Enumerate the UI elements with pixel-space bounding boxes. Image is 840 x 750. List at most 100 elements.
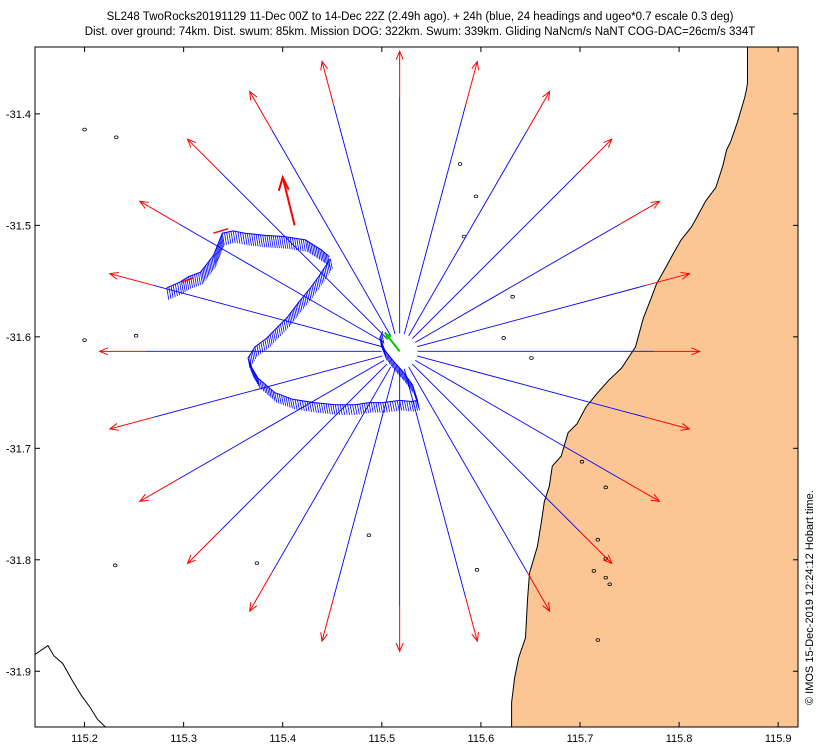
- heading-line: [153, 284, 383, 348]
- track-hatch: [200, 272, 203, 285]
- track-hatch: [206, 263, 210, 276]
- track-hatch: [299, 300, 303, 311]
- track-hatch: [323, 269, 326, 280]
- track-hatch: [308, 242, 312, 255]
- track-hatch: [268, 235, 272, 248]
- track-hatch: [321, 271, 325, 282]
- track-hatch: [325, 264, 329, 276]
- track-hatch: [390, 358, 394, 369]
- track-hatch: [404, 400, 407, 411]
- track-hatch: [269, 334, 273, 345]
- track-hatch: [383, 348, 387, 359]
- islet: [579, 459, 585, 464]
- track-hatch: [301, 400, 305, 411]
- track-hatch: [387, 401, 391, 413]
- y-tick-label: -31.4: [6, 109, 31, 121]
- track-hatch: [242, 232, 246, 245]
- track-hatch: [314, 402, 317, 413]
- track-hatch: [407, 378, 411, 389]
- heading-arrow-head: [249, 602, 258, 613]
- track-hatch: [202, 268, 206, 281]
- track-hatch: [217, 245, 220, 258]
- track-hatch: [256, 375, 260, 387]
- track-hatch: [292, 237, 295, 250]
- imos-credit: © IMOS 15-Dec-2019 12:24:12 Hobart time.: [804, 490, 816, 705]
- track-mark: [213, 227, 229, 234]
- heading-arrow-head: [320, 632, 328, 643]
- track-hatch: [387, 354, 391, 365]
- track-hatch: [400, 368, 403, 380]
- track-hatch: [213, 253, 217, 266]
- track-hatch: [226, 232, 230, 245]
- track-hatch: [272, 235, 276, 248]
- track-hatch: [301, 298, 304, 309]
- track-hatch: [375, 402, 379, 413]
- heading-arrow-head: [395, 50, 404, 60]
- track-hatch: [297, 399, 300, 411]
- track-hatch: [292, 309, 296, 320]
- heading-line: [412, 363, 581, 532]
- track-hatch: [253, 349, 256, 360]
- heading-line: [271, 366, 392, 573]
- track-hatch: [377, 402, 381, 413]
- heading-arrow-head: [603, 554, 613, 565]
- heading-arrow-shaft: [620, 200, 660, 225]
- coastline-southwest: [35, 644, 106, 727]
- track-hatch: [270, 389, 274, 400]
- heading-arrow-head: [650, 493, 661, 502]
- track-hatch: [347, 404, 351, 415]
- islet: [82, 127, 87, 132]
- track-hatch: [382, 402, 386, 413]
- track-hatch: [249, 355, 252, 366]
- track-hatch: [247, 357, 251, 369]
- track-hatch: [401, 400, 405, 411]
- track-hatch: [260, 342, 264, 353]
- heading-arrow-shaft: [465, 597, 478, 642]
- islet: [457, 162, 463, 166]
- track-hatch: [288, 314, 292, 326]
- track-hatch: [179, 282, 183, 295]
- track-hatch: [188, 276, 191, 289]
- track-hatch: [168, 286, 172, 299]
- track-hatch: [305, 239, 308, 252]
- track-hatch: [305, 293, 309, 304]
- y-tick-label: -31.8: [6, 555, 31, 567]
- coastline: [511, 47, 748, 727]
- track-hatch: [277, 236, 280, 249]
- x-tick-label: 115.6: [468, 733, 495, 745]
- track-hatch: [216, 247, 220, 260]
- track-hatch: [249, 362, 253, 374]
- track-hatch: [325, 403, 329, 414]
- plot-title-line-2: Dist. over ground: 74km. Dist. swum: 85k…: [84, 26, 756, 38]
- heading-arrow-head: [680, 423, 691, 431]
- heading-arrow-shaft: [249, 91, 273, 131]
- track-hatch: [278, 394, 282, 405]
- heading-line: [408, 366, 528, 573]
- track-hatch: [309, 401, 312, 412]
- track-hatch: [283, 395, 287, 406]
- track-hatch: [392, 360, 396, 371]
- track-hatch: [302, 296, 306, 307]
- track-hatch: [254, 346, 258, 357]
- islet: [595, 537, 601, 542]
- x-axis-ticks: 115.2 115.3 115.4 115.5 115.6 115.7 115.8 115.9: [71, 47, 792, 745]
- track-hatch: [380, 402, 383, 413]
- track-hatch: [296, 238, 300, 251]
- track-hatch: [356, 404, 360, 415]
- heading-arrow-shaft: [645, 273, 690, 286]
- track-hatch: [380, 339, 384, 351]
- track-hatch: [334, 404, 338, 415]
- heading-line: [271, 130, 392, 336]
- islet: [510, 294, 515, 299]
- heading-line: [403, 104, 467, 335]
- track-hatch: [385, 352, 389, 363]
- track-hatch: [312, 244, 315, 257]
- track-hatch: [257, 234, 261, 247]
- track-hatch: [298, 302, 301, 313]
- track-hatch: [205, 265, 209, 278]
- track-hatch: [404, 374, 408, 385]
- track-hatch: [221, 235, 224, 248]
- track-hatch: [194, 274, 197, 287]
- track-hatch: [401, 370, 405, 381]
